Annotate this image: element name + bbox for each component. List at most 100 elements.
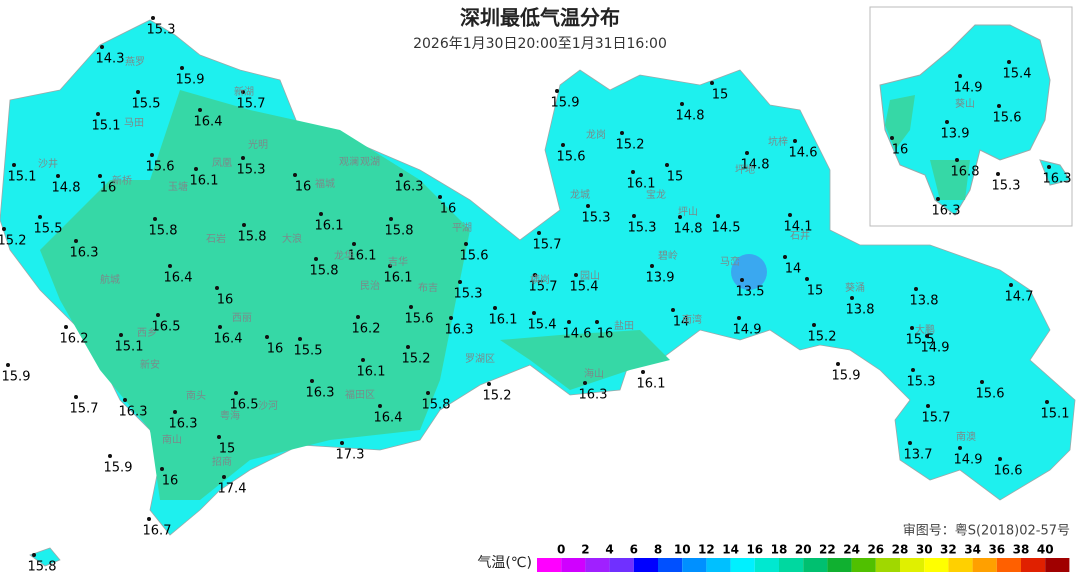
legend-tick: 26 [867,543,884,557]
station-value: 16.3 [306,386,335,401]
station-dot [242,223,246,227]
place-name: 坑梓 [768,135,788,148]
station-dot [218,325,222,329]
station-dot [153,217,157,221]
station-value: 14 [785,262,802,277]
station-dot [812,323,816,327]
legend-swatch [585,558,610,572]
station-dot [537,231,541,235]
legend-tick: 18 [771,543,788,557]
station-dot [74,395,78,399]
legend-tick: 20 [795,543,812,557]
station-value: 15.3 [147,23,176,38]
place-name: 福田区 [345,388,375,401]
legend-swatch [561,558,586,572]
station-value: 15.9 [551,96,580,111]
station-value: 14.9 [954,453,983,468]
station-value: 16 [440,202,457,217]
place-name: 园山 [580,270,600,282]
station-value: 14.1 [784,220,813,235]
station-value: 14.7 [1005,290,1034,305]
place-name: 平湖 [452,222,472,234]
station-dot [438,195,442,199]
station-value: 16 [267,342,284,357]
station-dot [890,136,894,140]
station-value: 16 [295,180,312,195]
station-value: 15.8 [28,560,57,575]
station-value: 13.7 [904,448,933,463]
station-value: 16.5 [152,320,181,335]
station-value: 14 [673,315,690,330]
station-dot [464,242,468,246]
station-value: 16 [892,143,909,158]
station-dot [955,158,959,162]
station-value: 15.3 [992,179,1021,194]
place-name: 石岩 [206,232,226,245]
station-dot [64,325,68,329]
station-dot [996,172,1000,176]
station-dot [215,286,219,290]
station-dot [680,102,684,106]
approval-number: 审图号：粤S(2018)02-57号 [903,523,1070,539]
station-dot [532,311,536,315]
station-dot [356,315,360,319]
station-value: 16 [597,327,614,342]
legend-swatch [1045,558,1070,572]
station-dot [910,326,914,330]
place-name: 龙岗 [586,128,606,141]
station-dot [620,131,624,135]
station-dot [908,441,912,445]
place-name: 罗湖区 [465,353,495,365]
place-name: 南湾 [682,313,702,326]
legend-swatch [754,558,779,572]
station-value: 14.3 [96,52,125,67]
legend-swatch [948,558,973,572]
station-value: 16.1 [489,313,518,328]
station-value: 16.4 [374,411,403,426]
station-dot [156,313,160,317]
station-value: 16.3 [70,246,99,261]
station-value: 15.8 [238,230,267,245]
place-name: 观湖 [360,156,380,168]
legend-swatch [996,558,1021,572]
place-name: 民治 [360,279,380,292]
legend-tick: 10 [674,543,691,557]
place-name: 布吉 [418,282,438,294]
legend-swatch [972,558,997,572]
station-dot [234,391,238,395]
station-value: 16.3 [169,417,198,432]
station-value: 17.4 [218,482,247,497]
station-value: 16.1 [357,365,386,380]
legend-swatch [803,558,828,572]
place-name: 葵涌 [845,282,865,294]
place-name: 横岗 [530,273,550,286]
station-value: 15.7 [237,97,266,112]
place-name: 南山 [162,433,182,446]
legend-tick: 14 [722,543,739,557]
legend-swatch [924,558,949,572]
place-name: 马田 [124,117,144,129]
place-name: 玉塘 [168,180,188,193]
station-dot [293,173,297,177]
legend-swatch [900,558,925,572]
station-dot [586,204,590,208]
station-dot [665,163,669,167]
station-dot [100,45,104,49]
place-name: 沙井 [38,157,58,170]
station-value: 17.3 [336,448,365,463]
station-value: 16 [100,181,117,196]
station-dot [119,333,123,337]
station-value: 14.9 [954,81,983,96]
place-name: 海山 [584,367,604,380]
station-value: 15.1 [8,170,37,185]
place-name: 西乡 [137,327,157,339]
station-value: 14.8 [741,158,770,173]
station-dot [745,151,749,155]
station-dot [361,358,365,362]
station-value: 15.9 [176,73,205,88]
station-dot [788,213,792,217]
place-name: 福城 [315,177,335,190]
place-name: 葵山 [955,98,975,110]
place-name: 坪山 [678,205,698,218]
station-value: 15.8 [385,224,414,239]
